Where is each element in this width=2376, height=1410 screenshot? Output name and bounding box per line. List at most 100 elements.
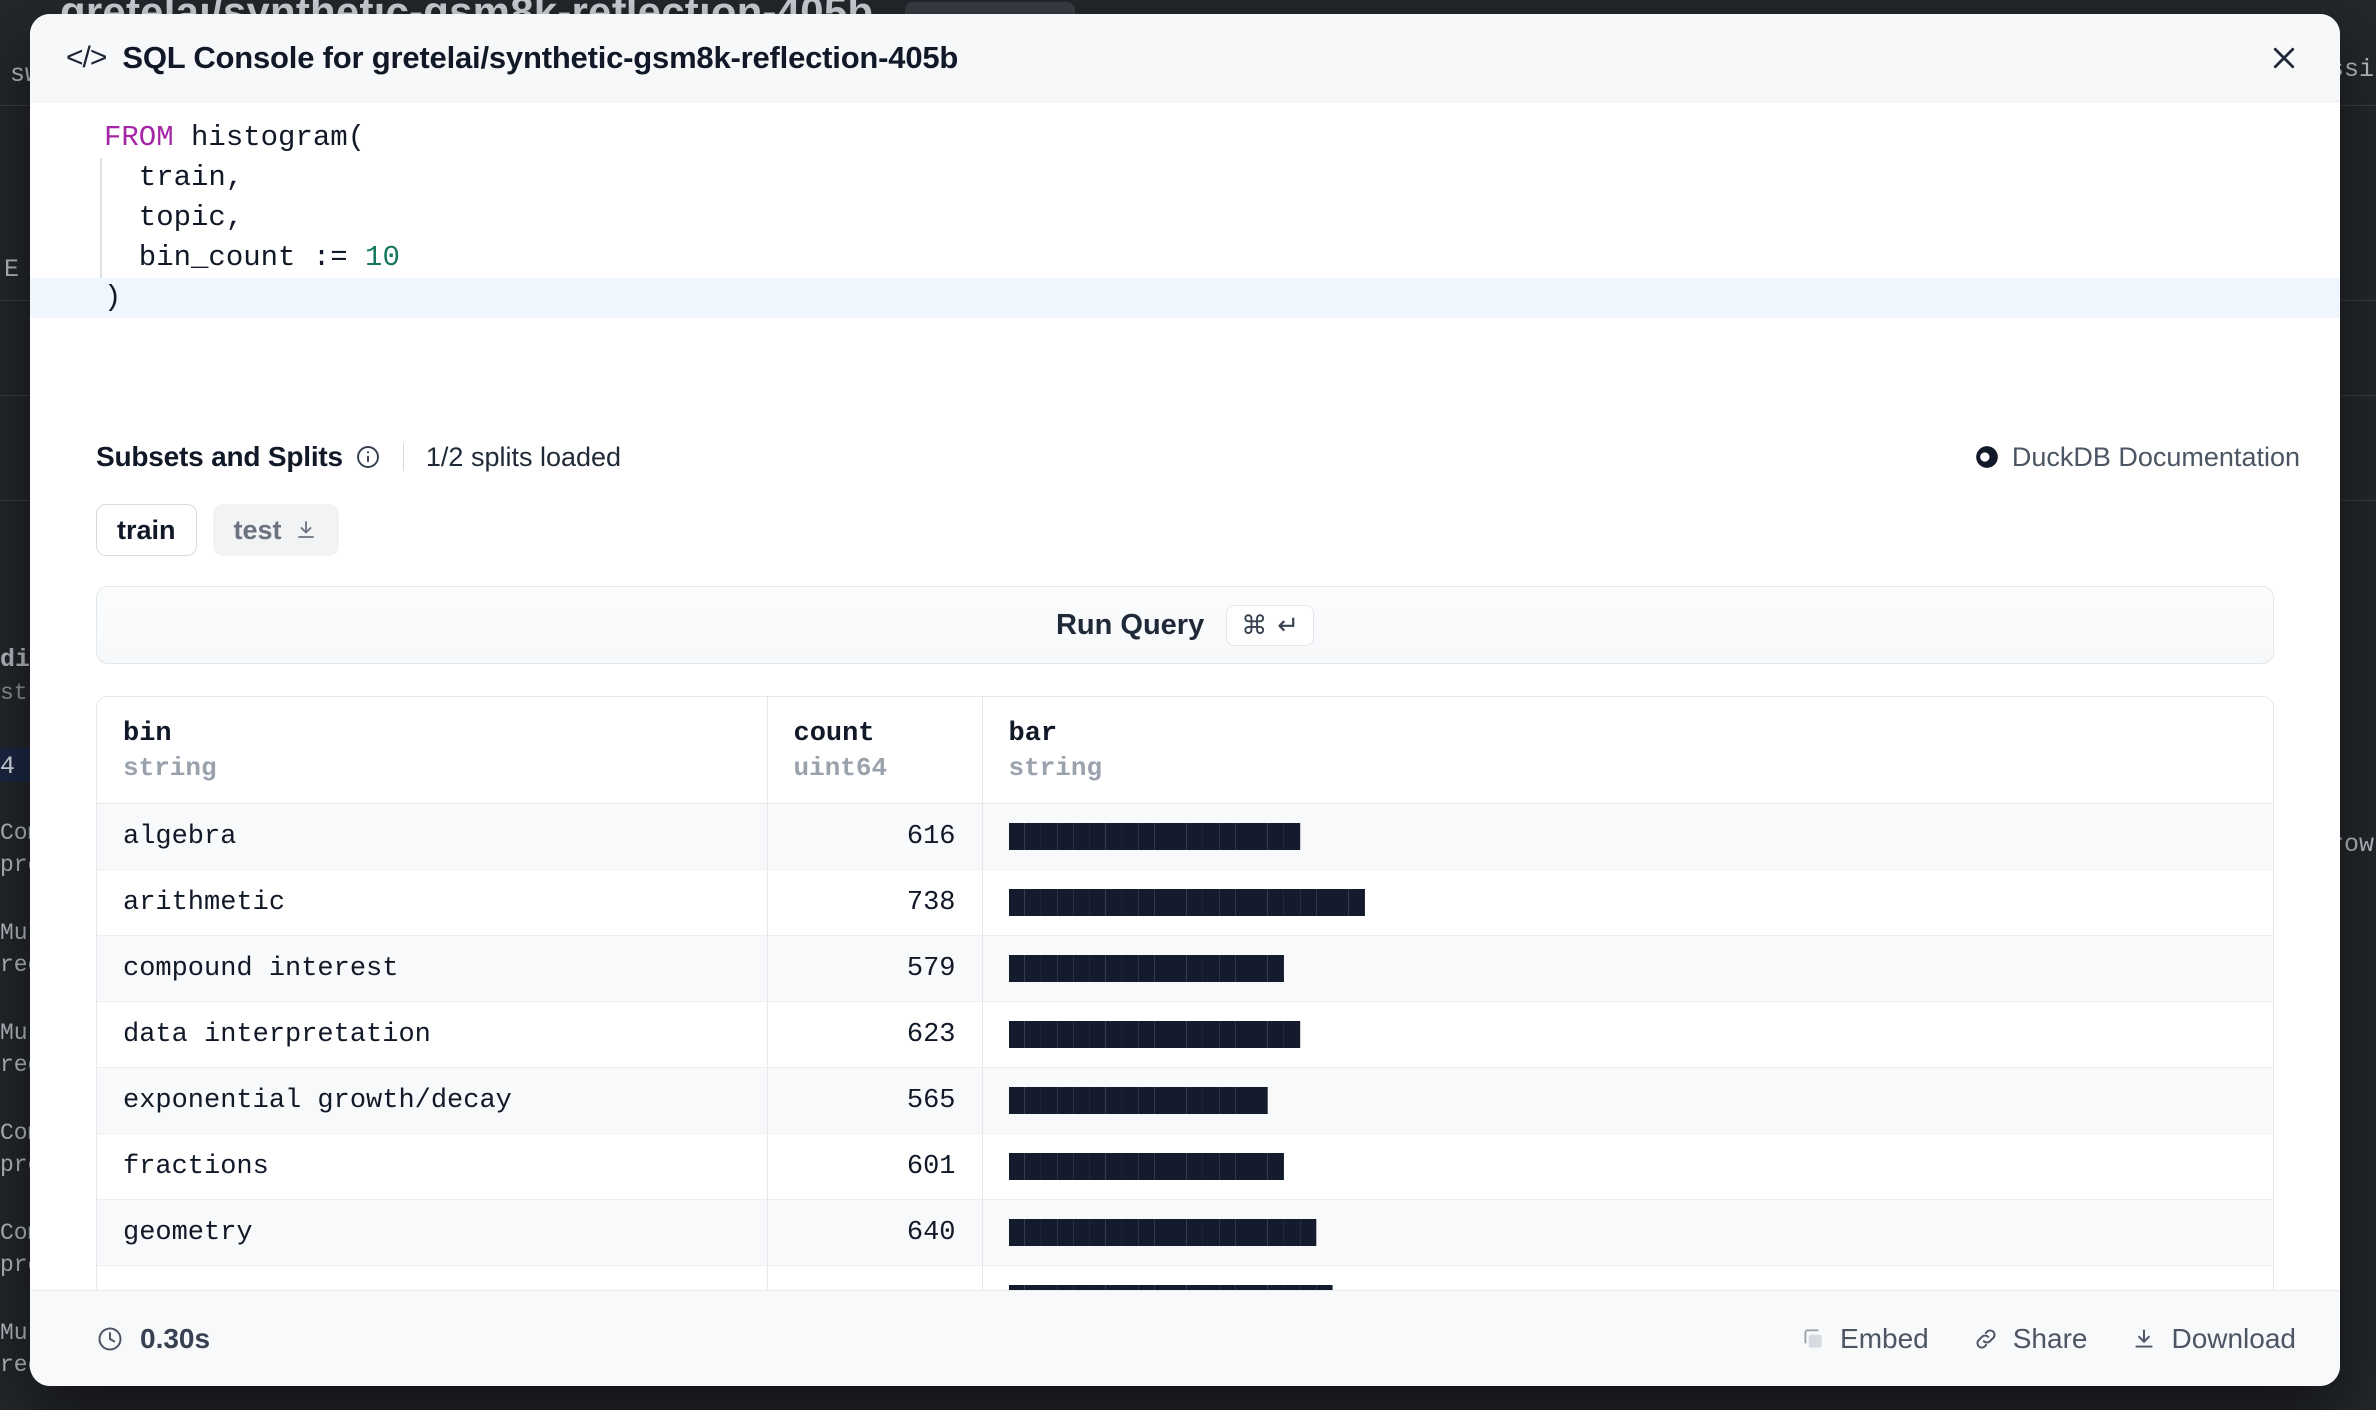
column-type: string xyxy=(123,753,217,783)
sql-token: FROM xyxy=(104,121,174,154)
sql-line-4[interactable]: ) xyxy=(30,278,2340,318)
sql-token: 10 xyxy=(365,241,400,274)
cell-bar: █████████████████ xyxy=(982,935,2273,1002)
splits-loaded-status: 1/2 splits loaded xyxy=(425,441,622,472)
results-table: bin string count uint64 bar string algebra 616… xyxy=(97,697,2273,1290)
sql-line-1[interactable]: train, xyxy=(30,158,2340,198)
download-icon xyxy=(2131,1326,2157,1352)
cell-count: 738 xyxy=(767,869,983,936)
column-name: count xyxy=(793,719,875,749)
bar-glyphs: ████████████████ xyxy=(1008,1087,1268,1114)
split-tab-label: test xyxy=(233,514,282,545)
cell-bin: compound interest xyxy=(97,935,768,1002)
sql-line-0[interactable]: FROM histogram( xyxy=(30,118,2340,158)
cell-bin: geometry xyxy=(97,1199,768,1266)
table-row[interactable]: exponential growth/decay 565 █████████████… xyxy=(97,1067,2273,1134)
bar-glyphs: ██████████████████ xyxy=(1008,1021,1301,1048)
results-table-head: bin string count uint64 bar string xyxy=(97,697,2273,804)
divider xyxy=(402,443,404,471)
bar-glyphs: ███████████████████ xyxy=(1008,1219,1317,1246)
download-label: Download xyxy=(2171,1322,2296,1354)
column-header-bin[interactable]: bin string xyxy=(97,697,768,804)
column-type: string xyxy=(1008,753,1103,783)
footer-actions: Embed Share Download xyxy=(1800,1323,2296,1355)
duckdb-icon xyxy=(1974,444,2000,470)
duckdb-documentation-link[interactable]: DuckDB Documentation xyxy=(1974,442,2300,473)
cell-bar: ████████████████████ xyxy=(982,1265,2273,1290)
share-label: Share xyxy=(2012,1322,2088,1354)
cell-bar: ██████████████████ xyxy=(982,803,2273,870)
download-button[interactable]: Download xyxy=(2131,1323,2296,1355)
enter-key: ↵ xyxy=(1277,609,1300,640)
bar-glyphs: ██████████████████ xyxy=(1008,823,1301,850)
cell-count: 616 xyxy=(767,803,983,870)
modal-body: FROM histogram( train, topic, bin_count … xyxy=(30,102,2340,1290)
table-row[interactable]: compound interest 579 █████████████████ xyxy=(97,935,2273,1002)
column-header-bar[interactable]: bar string xyxy=(982,697,2273,804)
bar-glyphs: █████████████████ xyxy=(1008,1153,1284,1180)
info-icon[interactable] xyxy=(355,444,381,470)
cell-bin: arithmetic xyxy=(97,869,768,936)
copy-icon xyxy=(1800,1326,1826,1352)
link-icon xyxy=(1973,1326,1999,1352)
page-title: SQL Console for gretelai/synthetic-gsm8k… xyxy=(122,39,959,75)
bar-glyphs: ████████████████████ xyxy=(1009,1285,2248,1290)
bar-glyphs: █████████████████ xyxy=(1008,955,1284,982)
modal-footer: 0.30s Embed Share Download xyxy=(30,1290,2340,1386)
column-type: uint64 xyxy=(793,753,888,783)
embed-label: Embed xyxy=(1840,1322,1929,1354)
cell-bar: ███████████████████ xyxy=(982,1199,2273,1266)
results-table-container: bin string count uint64 bar string algebra 616… xyxy=(96,696,2274,1290)
results-table-body: algebra 616 ██████████████████ arithmetic 73… xyxy=(97,803,2273,1290)
split-tab-train[interactable]: train xyxy=(96,504,197,556)
bar-glyphs: ██████████████████████ xyxy=(1008,889,1365,916)
cell-bar: ██████████████████████ xyxy=(982,869,2273,936)
modal-header: </> SQL Console for gretelai/synthetic-g… xyxy=(30,14,2340,102)
embed-button[interactable]: Embed xyxy=(1800,1323,1929,1355)
cmd-key: ⌘ xyxy=(1241,609,1268,640)
sql-console-modal: </> SQL Console for gretelai/synthetic-g… xyxy=(30,14,2340,1386)
cell-bin xyxy=(97,1265,768,1290)
cell-count xyxy=(767,1265,983,1290)
cell-bin: algebra xyxy=(97,803,768,870)
table-row[interactable]: fractions 601 █████████████████ xyxy=(97,1133,2273,1200)
cell-bar: ██████████████████ xyxy=(982,1001,2273,1068)
code-icon: </> xyxy=(66,40,107,74)
sql-editor[interactable]: FROM histogram( train, topic, bin_count … xyxy=(30,102,2340,318)
sql-token: ) xyxy=(104,281,122,314)
sql-line-3[interactable]: bin_count := 10 xyxy=(30,238,2340,278)
column-header-count[interactable]: count uint64 xyxy=(767,697,983,804)
sql-line-2[interactable]: topic, xyxy=(30,198,2340,238)
cell-count: 623 xyxy=(767,1001,983,1068)
split-tab-label: train xyxy=(117,514,176,545)
table-row[interactable]: geometry 640 ███████████████████ xyxy=(97,1199,2273,1266)
run-query-label: Run Query xyxy=(1055,608,1205,641)
table-row[interactable]: ████████████████████ xyxy=(97,1265,2273,1290)
cell-bin: exponential growth/decay xyxy=(97,1067,768,1134)
split-tab-test[interactable]: test xyxy=(212,504,339,556)
sql-token: histogram( xyxy=(173,121,366,154)
cell-bar: █████████████████ xyxy=(982,1133,2273,1200)
subsets-and-splits-title: Subsets and Splits xyxy=(96,441,343,472)
table-row[interactable]: arithmetic 738 ██████████████████████ xyxy=(97,869,2273,936)
elapsed-label: 0.30s xyxy=(140,1322,211,1354)
run-query-shortcut: ⌘ ↵ xyxy=(1226,604,1315,646)
sql-token: train, xyxy=(104,161,244,194)
table-header-row: bin string count uint64 bar string xyxy=(97,697,2273,804)
share-button[interactable]: Share xyxy=(1973,1322,2088,1355)
run-query-button[interactable]: Run Query ⌘ ↵ xyxy=(96,586,2274,664)
cell-count: 565 xyxy=(767,1067,983,1134)
table-row[interactable]: algebra 616 ██████████████████ xyxy=(97,803,2273,870)
column-name: bar xyxy=(1008,719,1058,749)
close-icon[interactable] xyxy=(2262,36,2306,80)
sql-token: topic, xyxy=(104,201,244,234)
table-row[interactable]: data interpretation 623 ██████████████████ xyxy=(97,1001,2273,1068)
cell-bin: fractions xyxy=(97,1133,768,1200)
cell-count: 640 xyxy=(767,1199,983,1266)
cell-count: 601 xyxy=(767,1133,983,1200)
sql-token: bin_count := xyxy=(104,241,366,274)
duckdb-documentation-label: DuckDB Documentation xyxy=(2011,441,2300,472)
download-icon[interactable] xyxy=(294,518,318,542)
column-name: bin xyxy=(123,719,172,749)
cell-bar: ████████████████ xyxy=(982,1067,2273,1134)
